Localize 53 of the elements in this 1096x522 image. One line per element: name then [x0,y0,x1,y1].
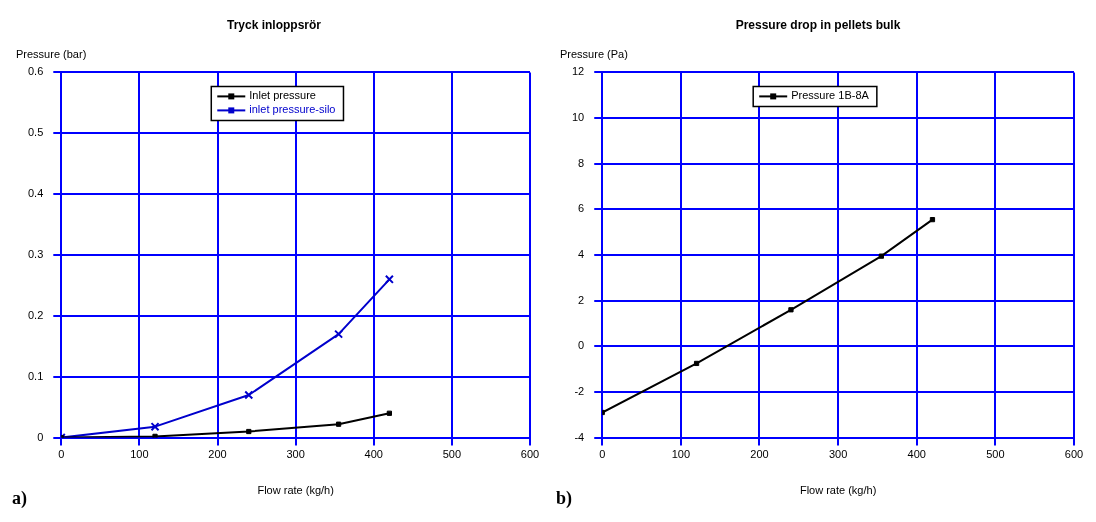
y-tick-label: 6 [578,202,585,215]
x-tick-label: 200 [750,448,769,461]
y-tick-label: 10 [571,111,585,124]
point [244,390,254,400]
y-tick-label: 8 [578,156,585,169]
point [878,253,884,259]
y-tick-label: -4 [574,430,585,443]
y-tick-label: 0.3 [27,248,44,261]
x-tick-label: 600 [520,448,540,461]
point [334,329,344,339]
y-tick-label: 0.5 [27,126,44,139]
x-tick-label: 300 [286,448,305,461]
point [384,274,394,284]
x-tick-label: 100 [130,448,149,461]
x-tick-label: 600 [1064,448,1084,461]
text: b) [556,487,573,509]
point [386,410,393,416]
y-tick-label: 0 [37,430,44,443]
point [788,307,794,313]
y-tick-label: 2 [578,293,585,306]
x-tick-label: 100 [671,448,691,461]
y-tick-label: 0.2 [27,308,44,321]
x-tick-label: 400 [364,448,383,461]
legend-label: Pressure 1B-8A [791,89,870,102]
x-tick-label: 500 [442,448,462,461]
point [246,428,252,435]
y-tick-label: 0.1 [27,369,44,382]
x-tick-label: 200 [208,448,227,461]
y-axis-title: Pressure (Pa) [560,47,628,60]
x-tick-label: 500 [986,448,1005,461]
y-axis-title: Pressure (bar) [16,47,87,60]
legend-label: Inlet pressure [249,89,316,102]
x-tick-label: 0 [58,448,65,461]
y-tick-label: 0.6 [27,65,44,78]
y-tick-label: 0.4 [27,187,44,200]
point [152,433,158,438]
x-axis-title: Flow rate (kg/h) [799,484,877,497]
x-tick-label: 400 [907,448,926,461]
chart-title: Pressure drop in pellets bulk [735,17,901,32]
point [693,360,700,367]
text: a) [12,487,27,509]
point [929,217,936,223]
x-tick-label: 300 [828,448,848,461]
point [150,422,160,432]
chart-title: Tryck inloppsrör [226,17,322,32]
x-axis-title: Flow rate (kg/h) [257,484,334,497]
x-tick-label: 0 [599,448,606,461]
y-tick-label: 4 [578,248,585,261]
point [335,421,342,427]
y-tick-label: 0 [578,339,585,352]
y-tick-label: -2 [574,384,585,397]
legend-label: inlet pressure-silo [249,103,336,116]
y-tick-label: 12 [571,65,585,78]
